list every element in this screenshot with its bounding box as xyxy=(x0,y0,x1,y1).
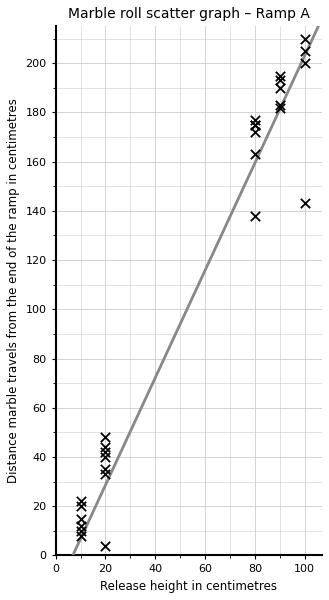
Point xyxy=(302,199,307,208)
Point xyxy=(78,521,83,531)
Point xyxy=(302,34,307,43)
Point xyxy=(78,514,83,523)
Point xyxy=(277,100,282,110)
Point xyxy=(78,497,83,506)
Point xyxy=(252,120,258,130)
Y-axis label: Distance marble travels from the end of the ramp in centimetres: Distance marble travels from the end of … xyxy=(7,98,20,484)
Point xyxy=(103,469,108,479)
Point xyxy=(277,83,282,92)
Point xyxy=(103,464,108,474)
Point xyxy=(78,531,83,541)
Point xyxy=(302,58,307,68)
Point xyxy=(103,442,108,452)
X-axis label: Release height in centimetres: Release height in centimetres xyxy=(100,580,277,593)
Title: Marble roll scatter graph – Ramp A: Marble roll scatter graph – Ramp A xyxy=(68,7,310,21)
Point xyxy=(78,502,83,511)
Point xyxy=(277,71,282,80)
Point xyxy=(252,115,258,125)
Point xyxy=(252,149,258,159)
Point xyxy=(103,433,108,442)
Point xyxy=(252,211,258,221)
Point xyxy=(103,452,108,462)
Point xyxy=(252,127,258,137)
Point xyxy=(277,76,282,85)
Point xyxy=(103,447,108,457)
Point xyxy=(302,46,307,56)
Point xyxy=(277,103,282,112)
Point xyxy=(103,541,108,550)
Point xyxy=(252,120,258,130)
Point xyxy=(78,526,83,536)
